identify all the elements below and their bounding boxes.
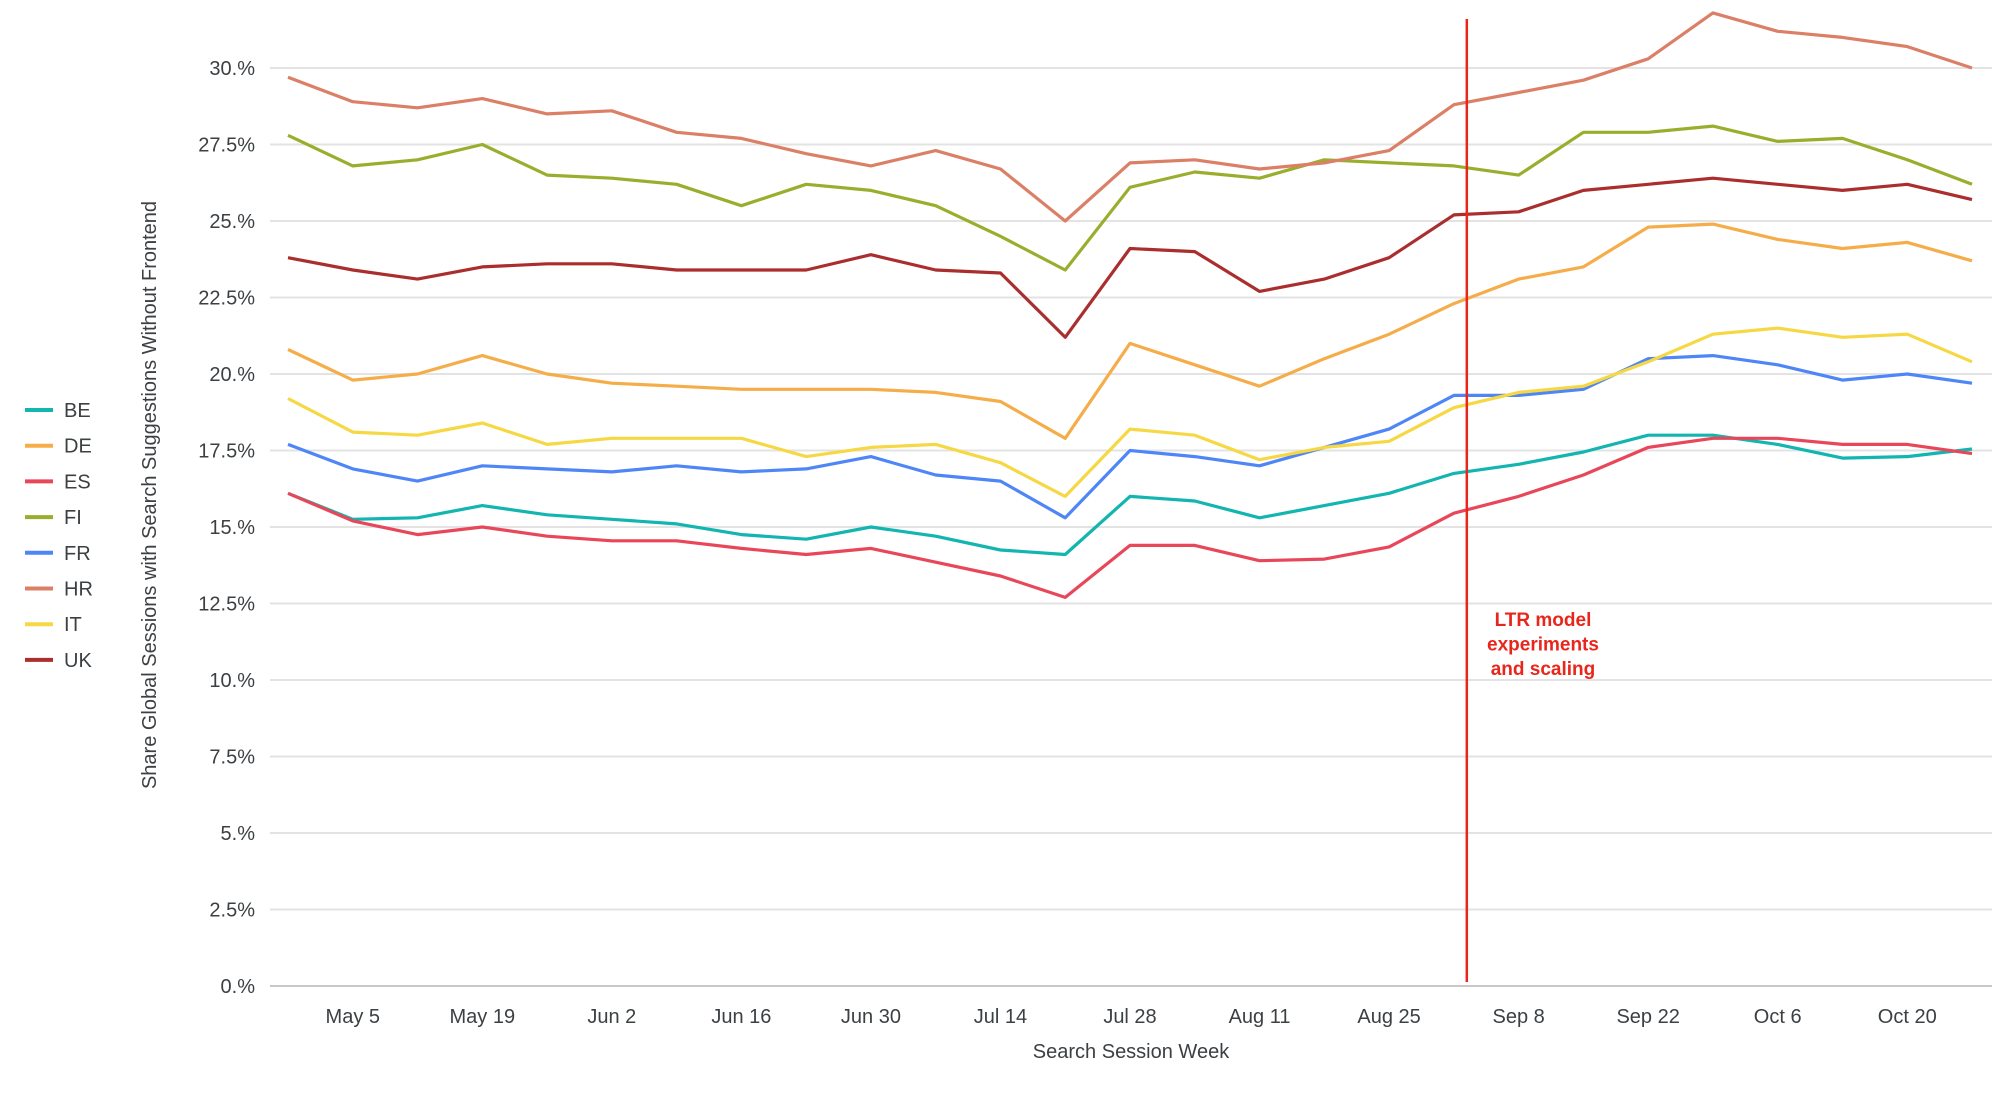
annotation-text: and scaling xyxy=(1491,659,1596,680)
y-axis-title: Share Global Sessions with Search Sugges… xyxy=(139,201,161,789)
series-line-be xyxy=(287,433,1973,557)
legend-label-uk: UK xyxy=(64,650,92,672)
series-line-de xyxy=(287,222,1973,440)
legend: BE DE ES FI FR HR IT UK xyxy=(25,400,93,672)
series-lines xyxy=(287,11,1973,600)
legend-label-it: IT xyxy=(64,614,82,636)
x-tick-label: Jul 14 xyxy=(974,1006,1027,1028)
annotation-text: experiments xyxy=(1487,635,1599,656)
x-tick-label: Oct 6 xyxy=(1754,1006,1802,1028)
x-axis-ticks: May 5 May 19 Jun 2 Jun 16 Jun 30 Jul 14 Jul 28… xyxy=(326,1006,1937,1028)
y-tick-label: 2.5% xyxy=(209,900,255,922)
annotation: LTR model experiments and scaling xyxy=(1465,19,1599,982)
x-tick-label: Oct 20 xyxy=(1878,1006,1937,1028)
x-tick-label: Sep 8 xyxy=(1492,1006,1544,1028)
y-tick-label: 10.% xyxy=(209,670,255,692)
legend-label-hr: HR xyxy=(64,579,93,601)
legend-label-fr: FR xyxy=(64,543,91,565)
gridlines xyxy=(270,67,1992,987)
legend-label-de: DE xyxy=(64,436,92,458)
x-tick-label: Jul 28 xyxy=(1103,1006,1156,1028)
y-tick-label: 17.5% xyxy=(198,441,255,463)
x-tick-label: May 19 xyxy=(450,1006,516,1028)
annotation-text: LTR model xyxy=(1495,610,1592,631)
x-tick-label: Jun 30 xyxy=(841,1006,901,1028)
legend-label-es: ES xyxy=(64,471,91,493)
y-tick-label: 15.% xyxy=(209,517,255,539)
x-tick-label: Jun 2 xyxy=(587,1006,636,1028)
x-tick-label: May 5 xyxy=(326,1006,380,1028)
series-line-it xyxy=(287,326,1973,498)
series-line-fi xyxy=(287,124,1973,272)
y-tick-label: 27.5% xyxy=(198,135,255,157)
y-tick-label: 30.% xyxy=(209,58,255,80)
y-tick-label: 12.5% xyxy=(198,594,255,616)
y-axis-ticks: 0.% 2.5% 5.% 7.5% 10.% 12.5% 15.% 17.5% 20.% 22.5… xyxy=(198,58,255,998)
y-tick-label: 20.% xyxy=(209,364,255,386)
y-tick-label: 0.% xyxy=(221,976,256,998)
series-line-uk xyxy=(287,176,1973,339)
x-tick-label: Aug 11 xyxy=(1229,1006,1291,1028)
x-tick-label: Aug 25 xyxy=(1357,1006,1420,1028)
x-axis-title: Search Session Week xyxy=(1033,1041,1230,1063)
y-tick-label: 22.5% xyxy=(198,288,255,310)
series-line-hr xyxy=(287,11,1973,223)
y-tick-label: 5.% xyxy=(221,823,256,845)
legend-label-fi: FI xyxy=(64,507,82,529)
legend-label-be: BE xyxy=(64,400,91,422)
x-tick-label: Jun 16 xyxy=(711,1006,771,1028)
y-tick-label: 7.5% xyxy=(209,747,255,769)
series-line-fr xyxy=(287,354,1973,520)
x-tick-label: Sep 22 xyxy=(1616,1006,1679,1028)
series-line-es xyxy=(287,436,1973,600)
y-tick-label: 25.% xyxy=(209,211,255,233)
